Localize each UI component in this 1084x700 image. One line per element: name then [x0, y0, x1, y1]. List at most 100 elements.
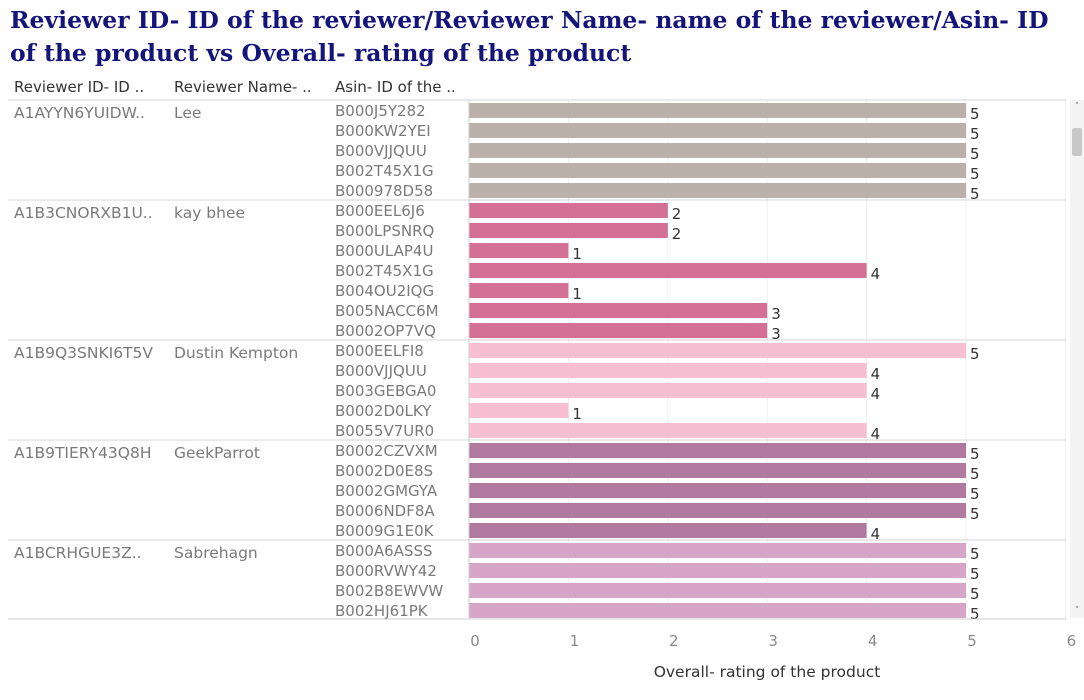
vertical-scrollbar[interactable]: ˄ ˅	[1070, 100, 1084, 618]
rating-bar	[469, 123, 966, 138]
rating-bar	[469, 383, 867, 398]
asin-label: B002HJ61PK	[335, 602, 429, 620]
asin-label: B002T45X1G	[335, 162, 434, 180]
rating-bar	[469, 363, 867, 378]
bar-value-label: 1	[572, 245, 582, 263]
bar-value-label: 5	[970, 605, 980, 623]
asin-label: B000978D58	[335, 182, 433, 200]
asin-label: B004OU2IQG	[335, 282, 434, 300]
x-tick-label: 2	[669, 632, 679, 650]
reviewer-id-label: A1AYYN6YUIDW..	[14, 104, 145, 122]
rating-bar	[469, 523, 867, 538]
bar-value-label: 5	[970, 345, 980, 363]
scrollbar-thumb[interactable]	[1072, 128, 1082, 156]
asin-label: B000LPSNRQ	[335, 222, 434, 240]
bar-value-label: 2	[672, 205, 682, 223]
chart-title: Reviewer ID- ID of the reviewer/Reviewer…	[10, 6, 1049, 67]
reviewer-name-label: Sabrehagn	[174, 544, 258, 562]
asin-label: B002B8EWVW	[335, 582, 443, 600]
asin-label: B0002GMGYA	[335, 482, 438, 500]
scroll-up-icon[interactable]: ˄	[1074, 102, 1080, 112]
bar-value-label: 5	[970, 465, 980, 483]
reviewer-name-label: Lee	[174, 104, 201, 122]
x-tick-label: 3	[768, 632, 778, 650]
rating-bar	[469, 303, 768, 318]
rating-bar	[469, 263, 867, 278]
asin-label: B0002OP7VQ	[335, 322, 436, 340]
asin-label: B0002D0E8S	[335, 462, 433, 480]
asin-label: B0009G1E0K	[335, 522, 435, 540]
reviewer-name-label: GeekParrot	[174, 444, 260, 462]
bar-value-label: 4	[871, 385, 881, 403]
asin-label: B000RVWY42	[335, 562, 437, 580]
bar-value-label: 5	[970, 485, 980, 503]
bar-value-label: 4	[871, 525, 881, 543]
column-header-reviewer-name[interactable]: Reviewer Name- ..	[174, 78, 312, 96]
asin-label: B000VJJQUU	[335, 362, 427, 380]
rating-bar	[469, 163, 966, 178]
asin-label: B000J5Y282	[335, 102, 426, 120]
column-header-asin[interactable]: Asin- ID of the ..	[335, 78, 456, 96]
bar-value-label: 5	[970, 565, 980, 583]
reviewer-id-label: A1B9TIERY43Q8H	[14, 444, 151, 462]
reviewer-id-label: A1BCRHGUE3Z..	[14, 544, 142, 562]
asin-label: B000EEL6J6	[335, 202, 425, 220]
rating-bar	[469, 563, 966, 578]
asin-label: B0055V7UR0	[335, 422, 434, 440]
rating-bar	[469, 143, 966, 158]
rating-bar	[469, 503, 966, 518]
bar-value-label: 2	[672, 225, 682, 243]
bar-value-label: 1	[572, 405, 582, 423]
rating-bar	[469, 343, 966, 358]
reviewer-name-label: Dustin Kempton	[174, 344, 298, 362]
asin-label: B000KW2YEI	[335, 122, 431, 140]
asin-label: B000EELFI8	[335, 342, 424, 360]
bar-value-label: 1	[572, 285, 582, 303]
reviewer-id-label: A1B3CNORXB1U..	[14, 204, 153, 222]
scroll-down-icon[interactable]: ˅	[1074, 606, 1080, 616]
asin-label: B000VJJQUU	[335, 142, 427, 160]
rating-bar	[469, 483, 966, 498]
reviewer-id-label: A1B9Q3SNKI6T5V	[14, 344, 153, 362]
rating-bar	[469, 183, 966, 198]
bar-value-label: 5	[970, 125, 980, 143]
rating-bar	[469, 543, 966, 558]
bar-value-label: 3	[771, 325, 781, 343]
bar-value-label: 5	[970, 185, 980, 203]
asin-label: B003GEBGA0	[335, 382, 436, 400]
bar-value-label: 5	[970, 445, 980, 463]
bar-value-label: 5	[970, 105, 980, 123]
bar-value-label: 4	[871, 425, 881, 443]
asin-label: B0006NDF8A	[335, 502, 435, 520]
bar-value-label: 5	[970, 505, 980, 523]
bar-value-label: 3	[771, 305, 781, 323]
x-tick-label: 5	[967, 632, 977, 650]
rating-bar	[469, 283, 569, 298]
asin-label: B002T45X1G	[335, 262, 434, 280]
x-tick-label: 0	[470, 632, 480, 650]
reviewer-name-label: kay bhee	[174, 204, 245, 222]
column-header-reviewer-id[interactable]: Reviewer ID- ID ..	[14, 78, 145, 96]
rating-bar	[469, 243, 569, 258]
x-tick-label: 4	[868, 632, 878, 650]
x-axis-title: Overall- rating of the product	[654, 663, 881, 681]
rating-bar	[469, 443, 966, 458]
asin-label: B0002CZVXM	[335, 442, 438, 460]
asin-label: B0002D0LKY	[335, 402, 432, 420]
asin-label: B000A6ASSS	[335, 542, 433, 560]
rating-bar	[469, 103, 966, 118]
rating-bar	[469, 583, 966, 598]
bar-value-label: 5	[970, 165, 980, 183]
asin-label: B000ULAP4U	[335, 242, 433, 260]
rating-bar	[469, 403, 569, 418]
bar-value-label: 4	[871, 265, 881, 283]
x-tick-label: 6	[1067, 632, 1077, 650]
rating-bar	[469, 223, 668, 238]
bar-value-label: 4	[871, 365, 881, 383]
bar-value-label: 5	[970, 145, 980, 163]
rating-bar	[469, 423, 867, 438]
rating-bar	[469, 203, 668, 218]
asin-label: B005NACC6M	[335, 302, 439, 320]
rating-bar	[469, 463, 966, 478]
